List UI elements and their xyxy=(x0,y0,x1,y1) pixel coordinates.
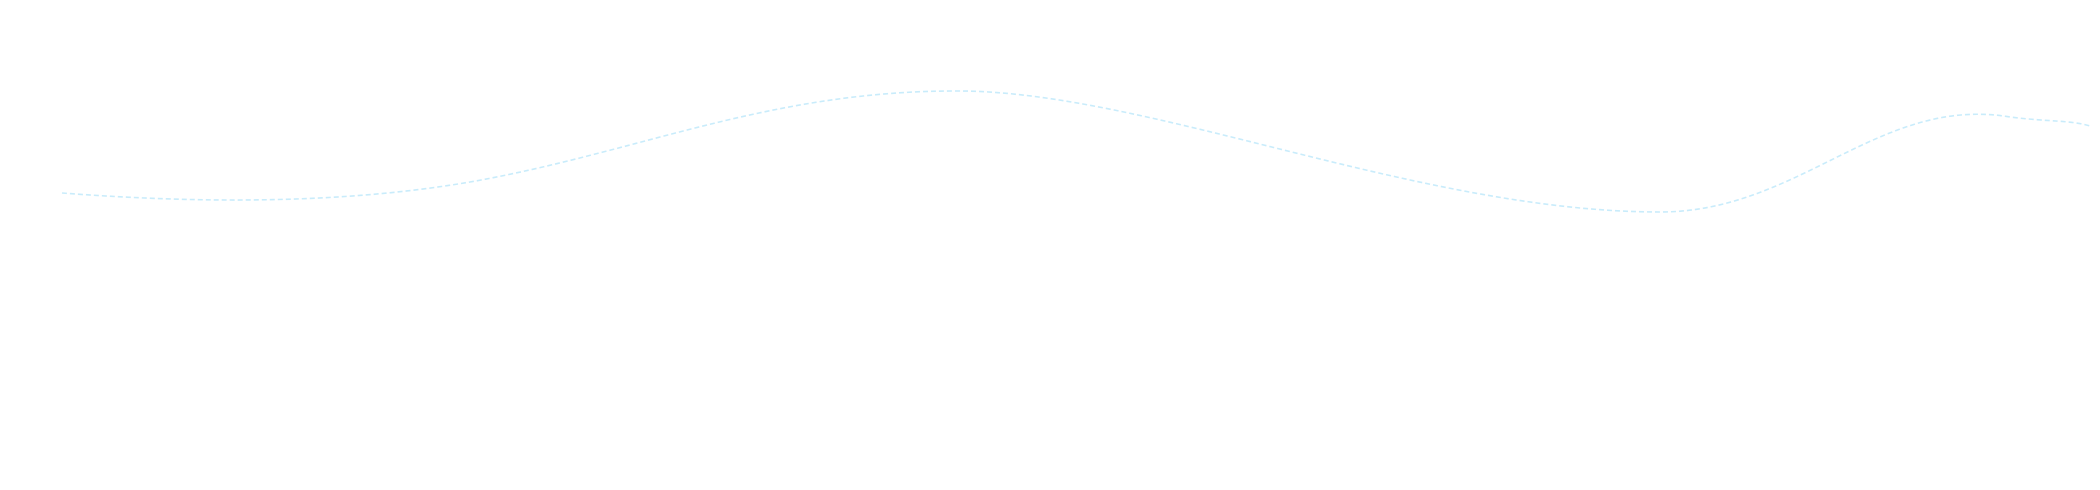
decorative-dashed-wave-line xyxy=(61,90,2091,213)
